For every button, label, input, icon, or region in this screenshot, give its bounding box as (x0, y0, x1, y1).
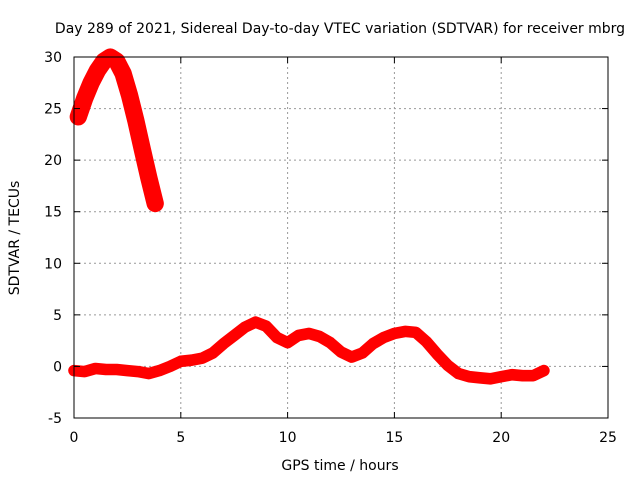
data-point (530, 372, 537, 379)
data-point (519, 372, 526, 379)
data-point (327, 339, 334, 346)
chart-title: Day 289 of 2021, Sidereal Day-to-day VTE… (55, 21, 625, 37)
data-point (412, 329, 419, 336)
data-point (177, 358, 184, 365)
data-point (92, 365, 99, 372)
data-point (241, 324, 248, 331)
x-axis-label: GPS time / hours (281, 458, 398, 474)
data-point (316, 333, 323, 340)
y-tick-label: 20 (44, 153, 62, 169)
data-point (295, 332, 302, 339)
data-point (100, 58, 107, 65)
data-point (209, 350, 216, 356)
data-point (188, 357, 195, 364)
y-tick-label: 25 (44, 102, 62, 118)
y-tick-label: 0 (53, 359, 62, 375)
data-point (306, 330, 312, 337)
data-point (81, 368, 88, 375)
data-point (231, 332, 238, 339)
data-point (423, 338, 430, 345)
data-point (284, 339, 291, 346)
data-point (476, 374, 483, 381)
data-point (145, 370, 152, 377)
data-point (252, 319, 259, 326)
data-point (167, 363, 174, 370)
y-tick-label: 5 (53, 308, 62, 324)
data-point (487, 375, 494, 382)
y-axis-label: SDTVAR / TECUs (7, 181, 23, 296)
y-tick-label: 15 (44, 205, 62, 221)
data-point (434, 351, 441, 358)
data-point (120, 70, 127, 77)
plot-frame (73, 56, 609, 419)
grid (74, 57, 608, 418)
data-point (508, 371, 515, 378)
x-tick-label: 10 (279, 430, 297, 446)
data-point (444, 362, 451, 369)
data-point (88, 79, 95, 86)
data-point (199, 355, 206, 362)
data-point (220, 340, 227, 347)
data-point (338, 349, 344, 355)
data-point (391, 330, 398, 337)
x-tick-label: 20 (492, 430, 510, 446)
data-point (113, 366, 120, 373)
data-point (359, 350, 366, 356)
y-tick-label: 10 (44, 256, 62, 272)
x-tick-label: 0 (70, 430, 79, 446)
data-point (273, 334, 280, 341)
data-point (81, 95, 88, 102)
data-point (263, 323, 270, 330)
data-point (103, 366, 109, 373)
data-point (139, 146, 146, 153)
x-tick-label: 25 (599, 430, 617, 446)
data-point (402, 328, 409, 335)
data-layer (68, 48, 550, 385)
data-point (75, 113, 82, 120)
data-point (124, 367, 131, 374)
data-point (380, 334, 387, 341)
data-point (455, 370, 462, 377)
data-point (94, 67, 101, 74)
data-point (126, 92, 133, 99)
data-point (145, 174, 152, 181)
y-tick-label: 30 (44, 50, 62, 66)
x-tick-label: 5 (176, 430, 185, 446)
x-tick-label: 15 (385, 430, 403, 446)
data-point (540, 367, 547, 374)
data-point (348, 354, 355, 361)
data-point (113, 58, 120, 65)
axes: 0 5 10 15 20 25 -5 0 5 10 15 20 25 30 (44, 50, 617, 446)
data-point (135, 368, 142, 375)
data-point (498, 373, 505, 380)
data-point (370, 340, 376, 347)
data-point (466, 373, 473, 380)
series-early-arc (69, 48, 164, 213)
data-point (156, 367, 163, 374)
data-point (152, 200, 159, 207)
y-tick-label: -5 (48, 411, 62, 427)
data-point (132, 117, 139, 124)
